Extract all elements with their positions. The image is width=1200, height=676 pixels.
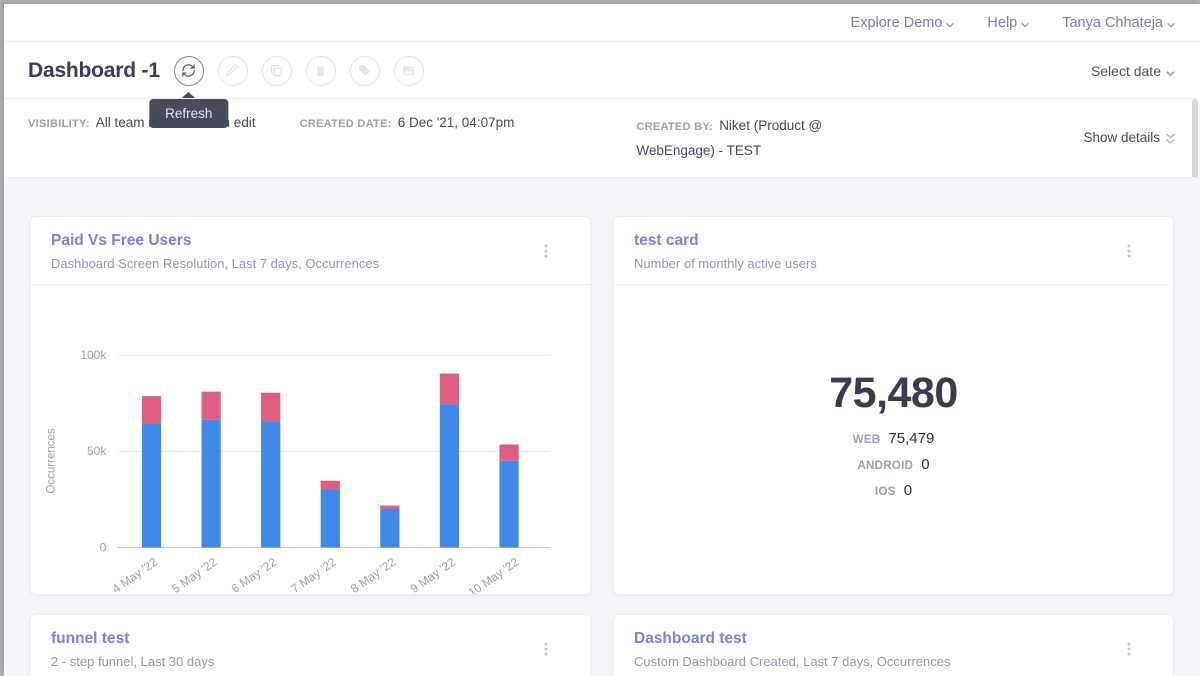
svg-text:7 May '22: 7 May '22: [288, 555, 339, 595]
svg-text:10 May '22: 10 May '22: [466, 555, 522, 595]
svg-text:Occurrences: Occurrences: [45, 428, 57, 494]
svg-text:4 May '22: 4 May '22: [110, 555, 161, 595]
svg-text:50k: 50k: [87, 444, 107, 458]
svg-text:100k: 100k: [80, 348, 107, 362]
svg-text:9 May '22: 9 May '22: [408, 555, 459, 595]
svg-text:5 May '22: 5 May '22: [169, 555, 220, 595]
svg-text:8 May '22: 8 May '22: [348, 555, 399, 595]
svg-text:0: 0: [100, 540, 107, 554]
svg-text:6 May '22: 6 May '22: [229, 555, 280, 595]
